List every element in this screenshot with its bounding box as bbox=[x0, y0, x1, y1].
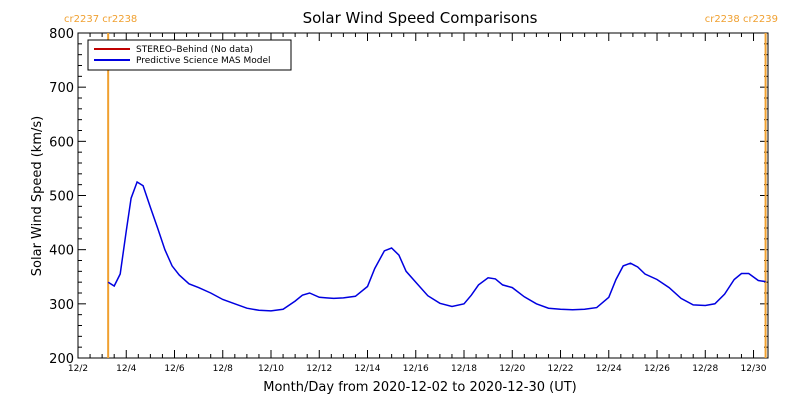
y-tick-label: 300 bbox=[49, 298, 74, 313]
carrington-label: cr2238 cr2239 bbox=[705, 14, 778, 25]
series-line-1 bbox=[107, 180, 766, 312]
carrington-label: cr2237 cr2238 bbox=[64, 14, 137, 25]
x-tick-label: 12/30 bbox=[741, 364, 767, 374]
legend-box bbox=[87, 39, 292, 71]
x-tick-label: 12/4 bbox=[116, 364, 136, 374]
x-tick-label: 12/20 bbox=[499, 364, 525, 374]
x-tick-label: 12/14 bbox=[355, 364, 381, 374]
x-tick-label: 12/26 bbox=[644, 364, 670, 374]
y-tick-label: 800 bbox=[49, 27, 74, 42]
y-tick-label: 500 bbox=[49, 190, 74, 205]
x-tick-label: 12/28 bbox=[692, 364, 718, 374]
x-tick-label: 12/12 bbox=[306, 364, 332, 374]
y-tick-label: 700 bbox=[49, 81, 74, 96]
plot-frame bbox=[77, 32, 769, 359]
legend: STEREO–Behind (No data)Predictive Scienc… bbox=[87, 39, 292, 71]
x-tick-label: 12/8 bbox=[213, 364, 233, 374]
chart-title: Solar Wind Speed Comparisons bbox=[303, 9, 538, 27]
legend-label: Predictive Science MAS Model bbox=[136, 56, 271, 66]
legend-label: STEREO–Behind (No data) bbox=[136, 45, 253, 55]
x-tick-label: 12/2 bbox=[68, 364, 88, 374]
x-tick-label: 12/24 bbox=[596, 364, 622, 374]
y-tick-label: 600 bbox=[49, 135, 74, 150]
x-tick-label: 12/18 bbox=[451, 364, 477, 374]
y-tick-label: 200 bbox=[49, 352, 74, 367]
x-tick-label: 12/16 bbox=[403, 364, 429, 374]
y-axis-label: Solar Wind Speed (km/s) bbox=[30, 116, 45, 276]
x-tick-label: 12/22 bbox=[548, 364, 574, 374]
y-tick-label: 400 bbox=[49, 244, 74, 259]
x-axis-label: Month/Day from 2020-12-02 to 2020-12-30 … bbox=[263, 380, 576, 395]
x-tick-label: 12/6 bbox=[164, 364, 184, 374]
x-tick-label: 12/10 bbox=[258, 364, 284, 374]
